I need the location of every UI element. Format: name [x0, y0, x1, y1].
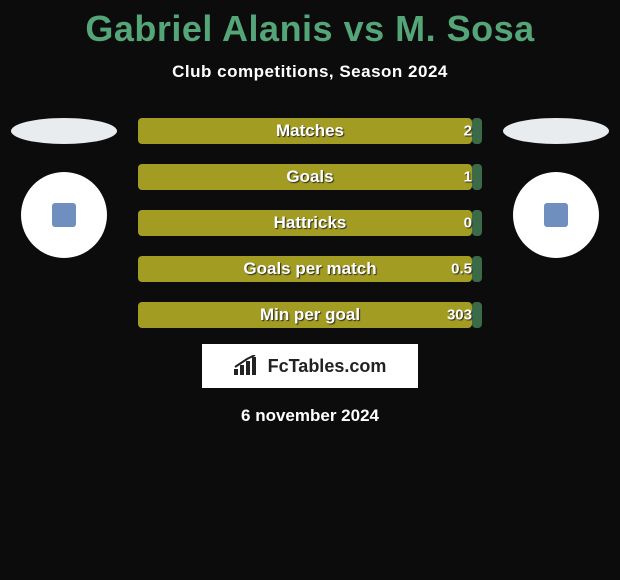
- footer-date: 6 november 2024: [0, 406, 620, 426]
- stat-row: Hattricks 0: [138, 210, 482, 236]
- player-right-flag: [503, 118, 609, 144]
- stat-label: Min per goal: [260, 305, 360, 325]
- stat-value-right: 0: [464, 215, 472, 232]
- stat-label: Matches: [276, 121, 344, 141]
- stat-value-right: 2: [464, 123, 472, 140]
- stat-label: Goals: [286, 167, 333, 187]
- stat-row: Goals per match 0.5: [138, 256, 482, 282]
- stats-column: Matches 2 Goals 1 Hattricks 0 Goals per match 0…: [138, 118, 482, 328]
- stat-row: Min per goal 303: [138, 302, 482, 328]
- stat-bar-right: [472, 118, 482, 144]
- brand-chart-icon: [234, 355, 262, 377]
- brand-text: FcTables.com: [268, 356, 387, 377]
- stat-bar-right: [472, 302, 482, 328]
- player-right-column: [496, 118, 616, 258]
- player-right-avatar: [513, 172, 599, 258]
- avatar-placeholder-icon: [52, 203, 76, 227]
- stat-bar-right: [472, 210, 482, 236]
- stat-row: Goals 1: [138, 164, 482, 190]
- stat-value-right: 1: [464, 169, 472, 186]
- stat-bar-right: [472, 256, 482, 282]
- player-left-flag: [11, 118, 117, 144]
- brand-box: FcTables.com: [202, 344, 418, 388]
- player-left-avatar: [21, 172, 107, 258]
- page-title: Gabriel Alanis vs M. Sosa: [0, 0, 620, 50]
- stat-row: Matches 2: [138, 118, 482, 144]
- stat-value-right: 0.5: [451, 261, 472, 278]
- avatar-placeholder-icon: [544, 203, 568, 227]
- player-left-column: [4, 118, 124, 258]
- stat-value-right: 303: [447, 307, 472, 324]
- comparison-row: Matches 2 Goals 1 Hattricks 0 Goals per match 0…: [0, 118, 620, 328]
- stat-label: Goals per match: [243, 259, 376, 279]
- page-subtitle: Club competitions, Season 2024: [0, 62, 620, 82]
- stat-bar-right: [472, 164, 482, 190]
- stat-label: Hattricks: [274, 213, 347, 233]
